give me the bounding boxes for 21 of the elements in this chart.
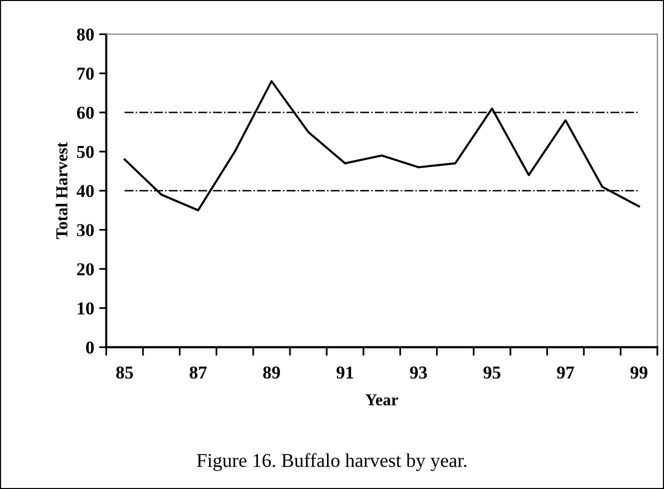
x-axis-title: Year — [365, 394, 398, 406]
y-tick-label: 10 — [78, 302, 94, 315]
y-tick-label: 80 — [76, 28, 94, 41]
y-tick-label: 0 — [86, 341, 94, 354]
x-tick-label: 97 — [556, 366, 574, 379]
x-tick-label: 95 — [483, 366, 500, 379]
x-tick-label: 89 — [263, 366, 280, 379]
x-tick-label: 91 — [336, 366, 354, 379]
x-tick-label: 93 — [410, 366, 427, 379]
y-tick-label: 20 — [77, 263, 94, 276]
y-tick-label: 60 — [76, 106, 94, 119]
x-tick-label: 99 — [630, 366, 648, 379]
x-tick-label: 85 — [116, 366, 133, 379]
y-axis-title: Total Harvest — [56, 142, 68, 239]
y-tick-label: 70 — [77, 68, 94, 80]
line-series — [124, 80, 640, 212]
x-tick-label: 87 — [190, 366, 207, 379]
y-tick-label: 40 — [76, 184, 94, 198]
y-tick-label: 30 — [77, 224, 94, 236]
y-tick-label: 50 — [77, 146, 94, 158]
caption: Figure 16. Buffalo harvest by year. — [196, 453, 466, 472]
